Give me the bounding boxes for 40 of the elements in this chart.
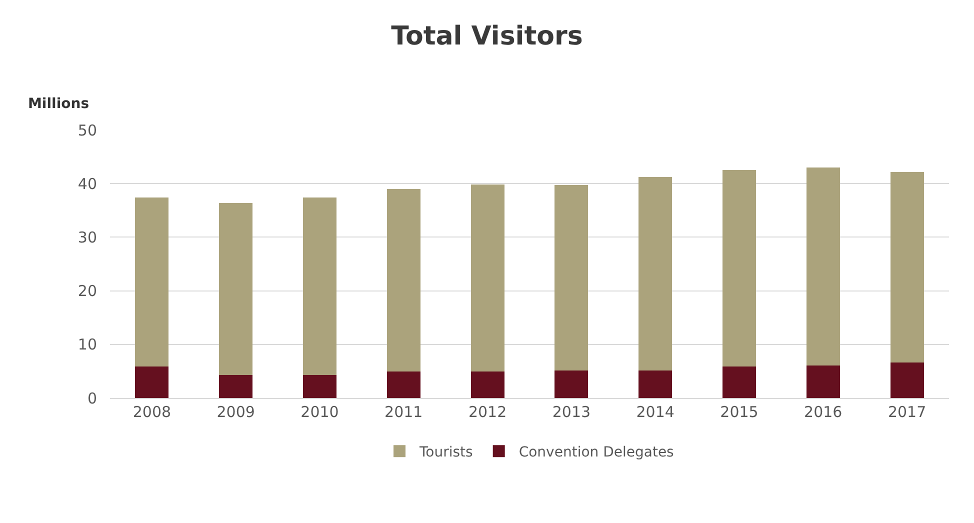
y-tick-label: 30: [78, 228, 97, 246]
bar: [638, 370, 672, 398]
bar: [386, 188, 420, 372]
y-tick-label: 0: [87, 389, 97, 408]
x-tick-label: 2009: [216, 403, 255, 421]
y-tick-label: 50: [78, 121, 97, 140]
bar: [554, 370, 588, 398]
bar: [302, 374, 337, 398]
x-tick-label: 2017: [888, 403, 926, 421]
bar: [806, 168, 840, 366]
bar: [219, 374, 253, 398]
bar: [722, 366, 756, 398]
bar: [219, 202, 253, 375]
bar: [638, 177, 672, 371]
y-tick-label: 20: [78, 282, 97, 300]
y-tick-label: 10: [78, 336, 97, 354]
bar: [806, 365, 840, 398]
bar: [890, 172, 924, 363]
x-tick-label: 2008: [132, 403, 172, 421]
bar: [470, 372, 504, 398]
x-tick-label: 2012: [468, 403, 507, 421]
bar: [302, 198, 337, 375]
bar: [135, 366, 169, 398]
bar: [135, 198, 169, 366]
bar: [386, 372, 420, 398]
x-tick-label: 2014: [636, 403, 674, 421]
y-tick-label: 40: [78, 174, 97, 193]
x-tick-label: 2013: [552, 403, 591, 421]
x-tick-label: 2015: [720, 403, 758, 421]
legend-label: Convention Delegates: [518, 444, 674, 461]
y-axis-title: Millions: [28, 96, 90, 112]
bar: [890, 362, 924, 398]
legend-label: Tourists: [418, 444, 473, 461]
bar: [554, 185, 588, 371]
bar: [470, 184, 504, 372]
x-tick-label: 2011: [384, 403, 423, 421]
bar: [722, 170, 756, 366]
x-tick-label: 2016: [804, 403, 842, 421]
chart-title: Total Visitors: [391, 21, 583, 52]
x-tick-label: 2010: [300, 403, 339, 421]
